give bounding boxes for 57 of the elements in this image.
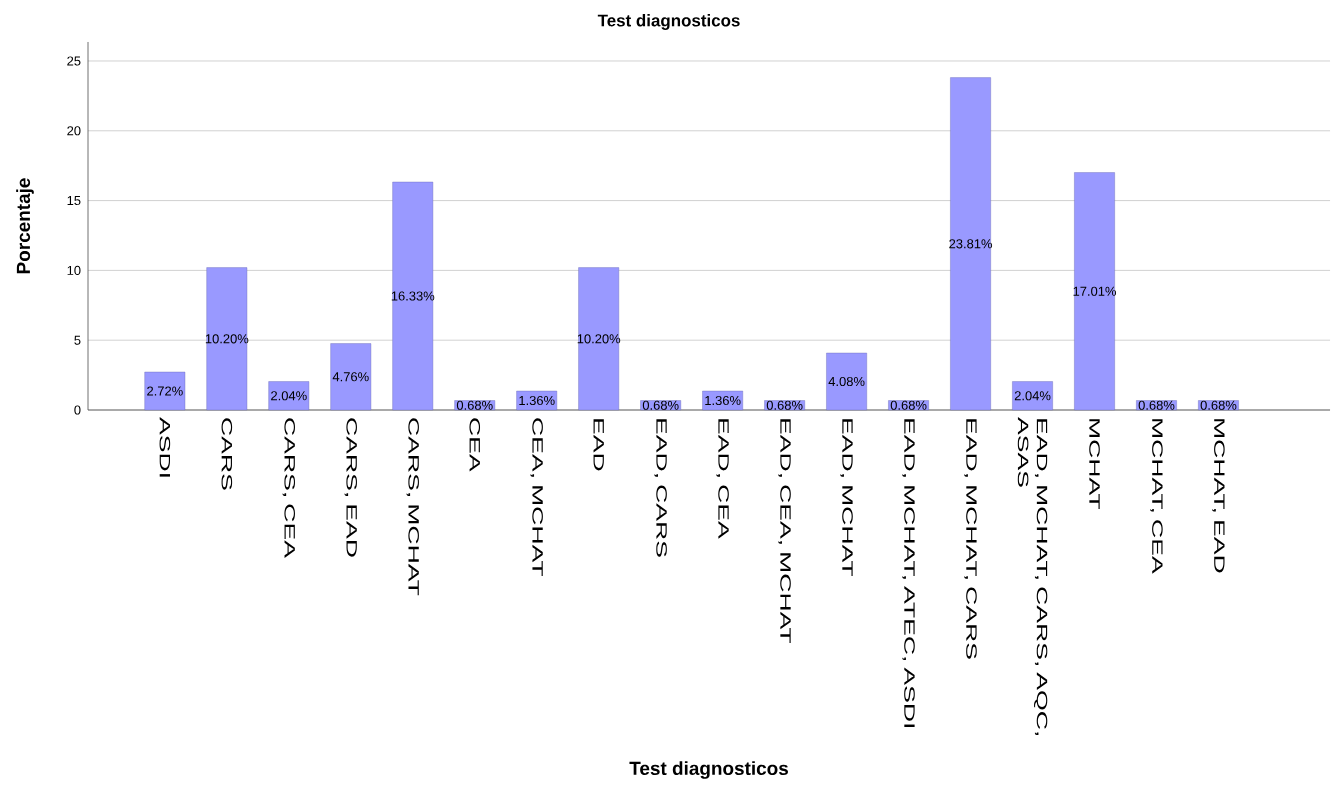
x-tick-label: CARS, CEA	[282, 418, 295, 558]
bar	[826, 352, 867, 411]
y-tick-label: 5	[74, 335, 81, 345]
bar	[144, 371, 186, 411]
y-tick-label: 25	[67, 56, 81, 66]
y-tick-label: 0	[74, 405, 81, 415]
y-tick-label: 10	[67, 265, 81, 275]
bar	[1074, 172, 1115, 411]
data-label: 1.36%	[705, 395, 741, 406]
y-axis-title: Porcentaje	[16, 178, 34, 274]
x-tick-label: EAD, CEA, MCHAT	[778, 419, 791, 644]
data-label: 2.04%	[1014, 391, 1051, 401]
data-label: 23.81%	[949, 239, 993, 249]
data-label: 16.33%	[391, 291, 435, 301]
bar	[578, 267, 620, 411]
x-tick-label: MCHAT, EAD	[1212, 419, 1225, 573]
data-label: 0.68%	[1200, 400, 1237, 410]
x-tick-label: CEA	[469, 418, 481, 472]
y-tick-label: 15	[67, 196, 81, 206]
x-tick-label: EAD, MCHAT, CARS, AQC, ASAS	[1017, 417, 1048, 735]
data-label: 17.01%	[1073, 286, 1117, 296]
data-label: 1.36%	[519, 395, 555, 406]
x-tick-label: MCHAT	[1089, 419, 1100, 509]
x-tick-label: ASDI	[159, 417, 171, 477]
x-tick-label: EAD, MCHAT, CARS	[964, 419, 977, 659]
bar	[206, 267, 248, 411]
bar	[268, 381, 310, 411]
y-tick-label: 20	[67, 126, 81, 136]
data-label: 0.68%	[456, 400, 493, 410]
x-tick-label: CARS, EAD	[344, 418, 357, 557]
x-tick-label: EAD, CEA	[716, 419, 729, 539]
bar	[392, 181, 434, 411]
chart-title: Test diagnosticos	[597, 14, 740, 30]
bar	[1012, 381, 1053, 411]
data-label: 2.04%	[271, 391, 307, 401]
data-label: 10.20%	[205, 334, 249, 344]
x-tick-label: EAD	[593, 419, 604, 471]
data-label: 0.68%	[766, 400, 803, 410]
x-tick-label: CARS	[221, 418, 233, 490]
bar	[330, 343, 372, 411]
data-label: 10.20%	[577, 334, 621, 344]
data-label: 4.08%	[828, 376, 865, 387]
x-tick-label: EAD, MCHAT	[840, 419, 853, 577]
x-tick-label: MCHAT, CEA	[1150, 419, 1163, 574]
x-tick-label: CARS, MCHAT	[406, 418, 419, 596]
data-label: 0.68%	[890, 400, 927, 410]
x-tick-label: EAD, CARS	[654, 419, 667, 557]
data-label: 0.68%	[1138, 400, 1175, 410]
data-label: 2.72%	[147, 386, 183, 396]
bar	[702, 390, 743, 411]
bar	[950, 77, 991, 411]
x-tick-label: EAD, MCHAT, ATEC, ASDI	[902, 419, 915, 728]
x-axis-title: Test diagnosticos	[629, 761, 788, 779]
data-label: 4.76%	[332, 372, 369, 382]
data-label: 0.68%	[642, 400, 679, 410]
x-tick-label: CEA, MCHAT	[530, 418, 543, 577]
bar	[516, 390, 558, 411]
